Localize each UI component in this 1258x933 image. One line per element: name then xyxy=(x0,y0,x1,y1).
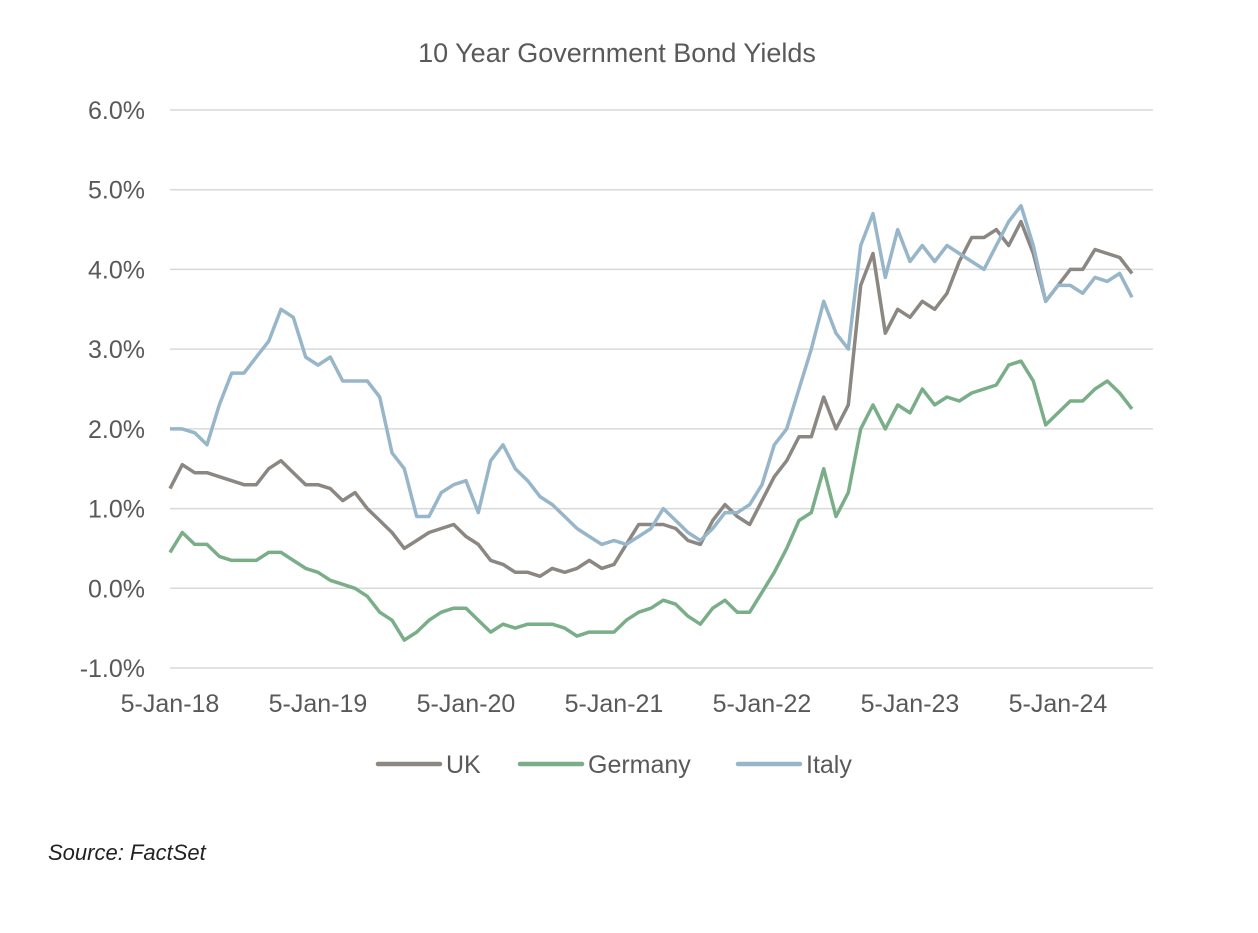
x-tick-label: 5-Jan-24 xyxy=(1009,690,1108,718)
source-note: Source: FactSet xyxy=(48,840,206,865)
legend-label: Germany xyxy=(588,751,691,779)
y-tick-label: 3.0% xyxy=(88,336,145,364)
x-tick-label: 5-Jan-20 xyxy=(417,690,516,718)
x-tick-label: 5-Jan-19 xyxy=(269,690,368,718)
y-tick-label: -1.0% xyxy=(80,655,145,683)
legend-label: UK xyxy=(446,751,481,779)
y-tick-label: 1.0% xyxy=(88,496,145,524)
x-tick-label: 5-Jan-18 xyxy=(121,690,220,718)
y-tick-label: 0.0% xyxy=(88,575,145,603)
series-line-germany xyxy=(168,359,1134,642)
x-tick-label: 5-Jan-22 xyxy=(713,690,812,718)
y-tick-label: 6.0% xyxy=(88,97,145,125)
x-tick-label: 5-Jan-23 xyxy=(861,690,960,718)
series-line-uk xyxy=(168,219,1134,579)
y-tick-label: 2.0% xyxy=(88,416,145,444)
chart-title: 10 Year Government Bond Yields xyxy=(418,38,816,68)
x-tick-label: 5-Jan-21 xyxy=(565,690,664,718)
y-tick-label: 5.0% xyxy=(88,177,145,205)
y-tick-label: 4.0% xyxy=(88,256,145,284)
legend-label: Italy xyxy=(806,751,852,779)
series-line-italy xyxy=(170,203,1134,547)
